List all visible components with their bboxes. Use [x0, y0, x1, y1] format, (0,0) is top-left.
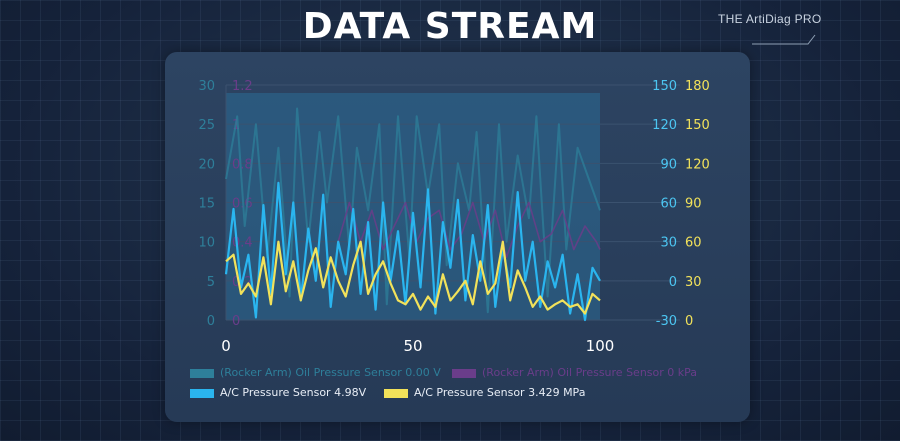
- y-tick-label: 90: [685, 197, 702, 212]
- y-tick-label: -30: [656, 314, 677, 329]
- y-tick-label: 0.4: [232, 236, 253, 251]
- y-tick-label: 0: [669, 275, 677, 290]
- legend-label: A/C Pressure Sensor 3.429 MPa: [414, 386, 586, 399]
- series-line-1: [337, 201, 601, 259]
- legend-label: (Rocker Arm) Oil Pressure Sensor 0 kPa: [482, 366, 698, 379]
- x-tick-label: 0: [221, 337, 231, 355]
- y-tick-label: 90: [660, 157, 677, 172]
- series-line-0: [225, 107, 601, 314]
- y-tick-label: 60: [685, 236, 702, 251]
- legend-swatch: [190, 369, 214, 378]
- y-tick-label: 0: [685, 314, 693, 329]
- y-tick-label: 150: [652, 79, 677, 94]
- y-tick-label: 120: [652, 118, 677, 133]
- y-tick-label: 150: [685, 118, 710, 133]
- brand-label: THE ArtiDiag PRO: [718, 12, 822, 26]
- y-tick-label: 60: [660, 197, 677, 212]
- y-tick-label: 30: [660, 236, 677, 251]
- x-tick-label: 100: [586, 337, 615, 355]
- y-tick-label: 120: [685, 157, 710, 172]
- y-tick-label: 0.8: [232, 157, 253, 172]
- y-tick-label: 0: [207, 314, 215, 329]
- y-tick-label: 15: [198, 197, 215, 212]
- page-title: DATA STREAM: [302, 6, 598, 47]
- x-tick-label: 50: [403, 337, 422, 355]
- legend-swatch: [452, 369, 476, 378]
- brand-underline: [752, 34, 816, 45]
- series-line-2: [224, 181, 601, 322]
- legend-swatch: [384, 389, 408, 398]
- legend-label: A/C Pressure Sensor 4.98V: [220, 386, 367, 399]
- y-tick-label: 0: [232, 314, 240, 329]
- y-tick-label: 20: [198, 157, 215, 172]
- y-tick-label: 10: [198, 236, 215, 251]
- y-tick-label: 25: [198, 118, 215, 133]
- legend-swatch: [190, 389, 214, 398]
- y-tick-label: 30: [198, 79, 215, 94]
- y-tick-label: 30: [685, 275, 702, 290]
- y-tick-label: 180: [685, 79, 710, 94]
- y-tick-label: 5: [207, 275, 215, 290]
- y-tick-label: 1.2: [232, 79, 253, 94]
- legend-label: (Rocker Arm) Oil Pressure Sensor 0.00 V: [220, 366, 441, 379]
- series-line-3: [225, 240, 601, 315]
